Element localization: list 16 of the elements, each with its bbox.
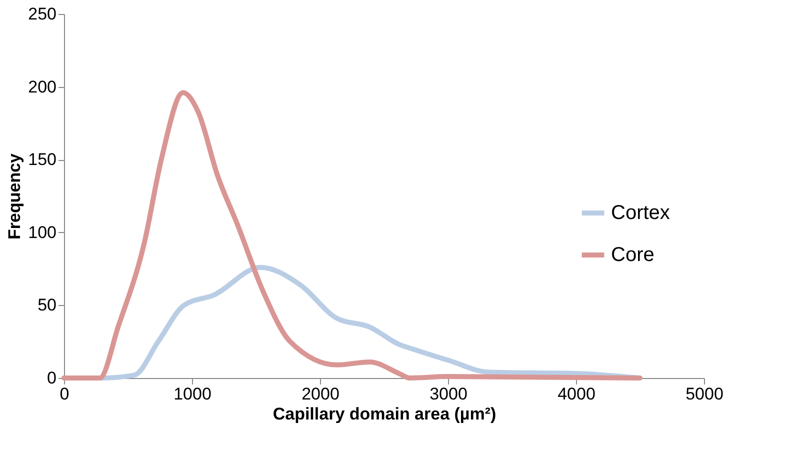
- x-tick-label: 2000: [302, 384, 340, 404]
- x-axis-title: Capillary domain area (µm²): [272, 404, 496, 424]
- x-tick-label: 5000: [686, 384, 724, 404]
- x-tick-label: 1000: [174, 384, 212, 404]
- x-tick-label: 4000: [558, 384, 596, 404]
- y-tick-label: 50: [38, 296, 56, 315]
- y-tick-label: 250: [28, 4, 56, 24]
- x-tick-label: 3000: [430, 384, 468, 404]
- legend-label: Core: [611, 244, 654, 266]
- y-tick-label: 0: [47, 368, 56, 388]
- y-tick-label: 100: [28, 222, 56, 242]
- legend-label: Cortex: [611, 202, 670, 224]
- x-tick-label: 0: [60, 384, 70, 404]
- y-axis-title: Frequency: [5, 152, 24, 240]
- y-tick-label: 200: [28, 77, 56, 96]
- y-tick-label: 150: [28, 150, 56, 170]
